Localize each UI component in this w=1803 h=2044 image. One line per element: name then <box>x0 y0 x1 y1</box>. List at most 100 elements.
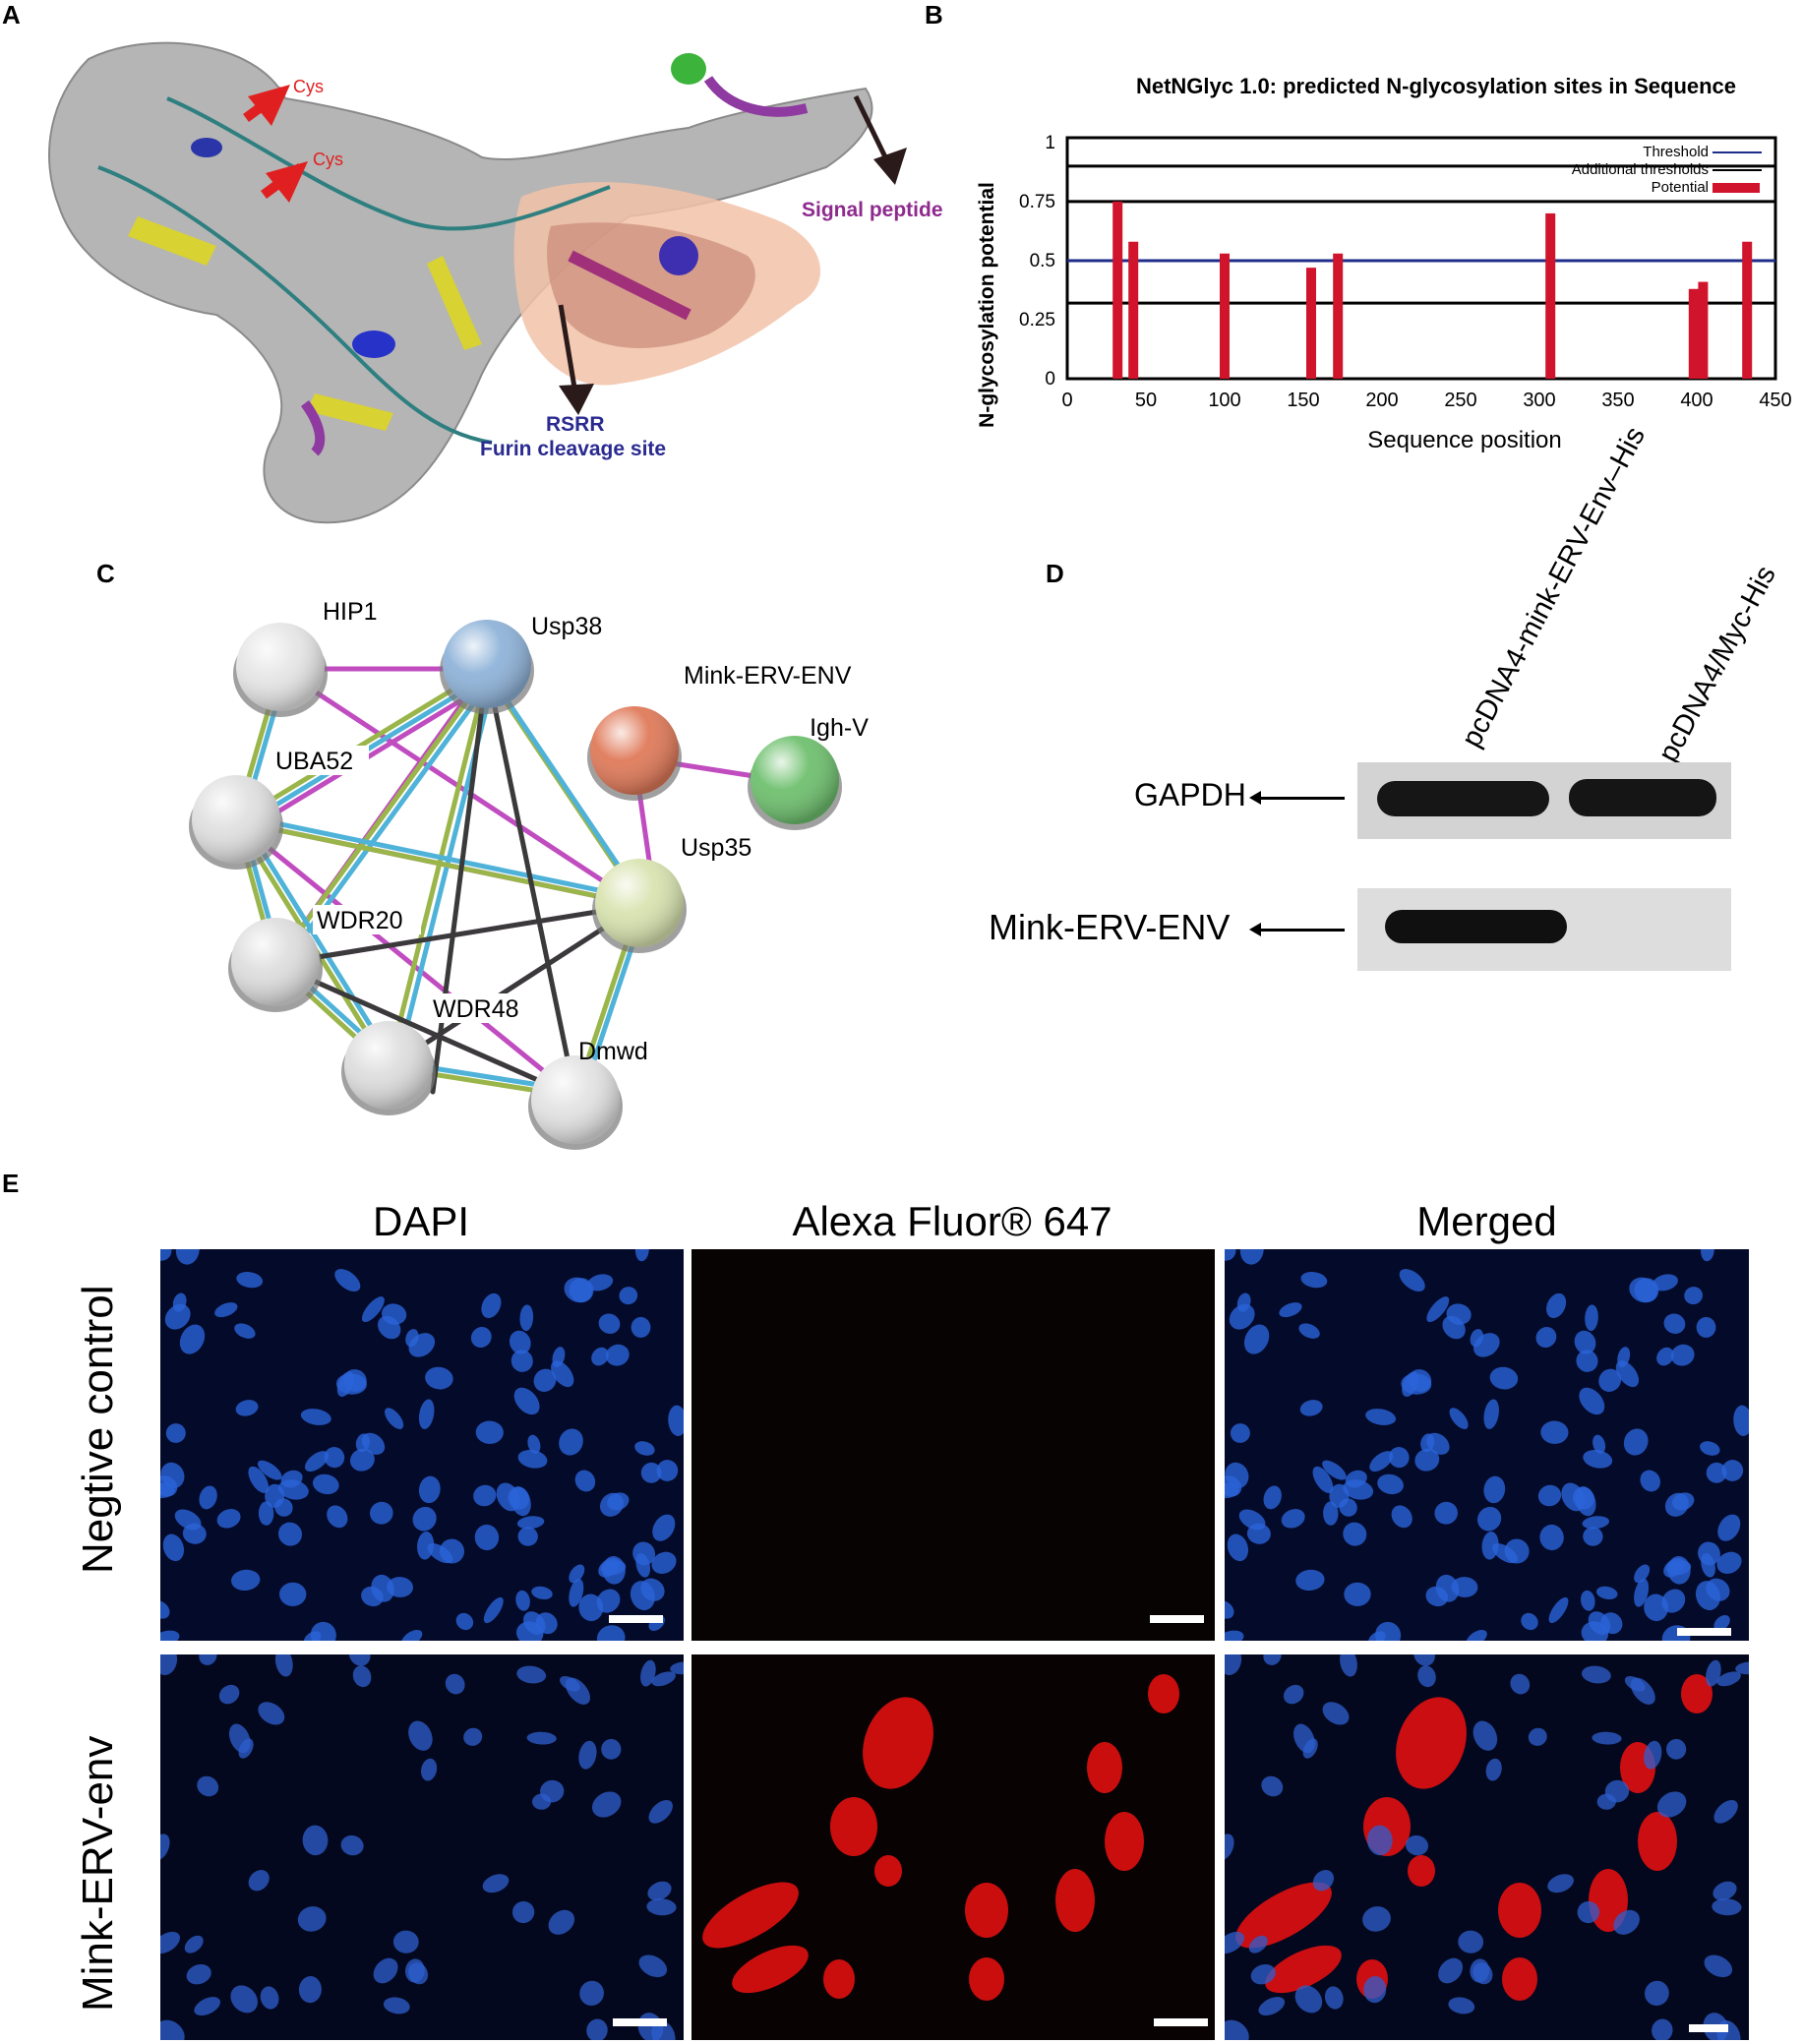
node-label-mink-erv-env: Mink-ERV-ENV <box>684 662 852 690</box>
nucleus <box>1225 1249 1236 1261</box>
potential-bar <box>1698 281 1709 379</box>
nucleus <box>236 1271 264 1289</box>
nucleus <box>1300 1271 1328 1289</box>
stained-cell <box>1087 1742 1122 1793</box>
nucleus <box>1225 1462 1249 1488</box>
nucleus <box>1458 1930 1484 1954</box>
nucleus <box>1700 1441 1720 1456</box>
nucleus <box>214 1302 238 1318</box>
nucleus <box>1414 1448 1440 1472</box>
stained-cell <box>1105 1812 1144 1871</box>
node-mink-erv-env[interactable]: Mink-ERV-ENV <box>587 662 852 801</box>
blot-arrow-env <box>1254 929 1345 932</box>
image-negative-alexa <box>691 1249 1215 1641</box>
potential-bar <box>1128 241 1139 379</box>
nucleus <box>513 1387 540 1415</box>
nucleus <box>1263 1485 1282 1510</box>
nucleus <box>474 1524 500 1551</box>
nucleus <box>160 1600 170 1619</box>
nucleus <box>1225 1654 1242 1676</box>
nucleus <box>182 1523 207 1544</box>
node-wdr20[interactable]: WDR20 <box>228 905 421 1012</box>
nucleus <box>1417 1665 1436 1688</box>
nucleus <box>605 1344 630 1366</box>
nucleus <box>378 1315 401 1340</box>
protein-structure-image: Cys Cys Signal peptide RSRR Furin cleava… <box>48 41 943 524</box>
node-hip1[interactable]: HIP1 <box>233 598 378 717</box>
stained-cell <box>830 1797 877 1856</box>
nucleus <box>1230 1423 1250 1443</box>
x-tick-label: 350 <box>1601 390 1634 411</box>
nucleus <box>1391 1505 1412 1529</box>
blot-row-label-env: Mink-ERV-ENV <box>989 907 1231 947</box>
nucleus <box>370 1501 393 1525</box>
nucleus <box>640 1462 662 1483</box>
nucleus <box>1225 1600 1234 1619</box>
node-label-usp38: Usp38 <box>531 613 602 640</box>
nucleus <box>1713 1615 1730 1631</box>
node-wdr48[interactable]: WDR48 <box>341 993 533 1115</box>
nucleus <box>548 1909 575 1935</box>
nucleus <box>517 1449 548 1469</box>
nucleus <box>1472 1720 1498 1751</box>
nucleus <box>1426 1296 1450 1323</box>
nucleus <box>1343 1479 1374 1500</box>
scale-bar <box>1150 1615 1204 1623</box>
nucleus <box>300 1409 331 1425</box>
nucleus <box>258 1501 274 1526</box>
nucleus <box>1281 1509 1305 1529</box>
nucleus <box>1656 1791 1687 1818</box>
nucleus <box>596 1625 626 1641</box>
nucleus <box>1652 1274 1678 1292</box>
nucleus <box>473 1484 497 1507</box>
y-tick-label: 0 <box>1045 369 1055 390</box>
panel-b-letter: B <box>925 0 943 30</box>
x-tick-label: 150 <box>1287 390 1319 411</box>
rsrr-label: RSRR <box>546 413 605 436</box>
nucleus <box>334 1269 361 1292</box>
nucleus <box>160 2019 185 2040</box>
node-igh-v[interactable]: Igh-V <box>748 714 869 830</box>
nucleus <box>1435 1574 1460 1602</box>
nucleus <box>1698 1541 1720 1566</box>
nucleus <box>1713 1881 1737 1901</box>
row-label-env: Mink-ERV-env <box>74 1735 122 2012</box>
nucleus <box>1466 1630 1487 1641</box>
image-env-dapi <box>160 1654 684 2040</box>
nucleus <box>1623 1428 1649 1456</box>
nucleus <box>463 1727 483 1746</box>
node-uba52[interactable]: UBA52 <box>189 746 369 870</box>
node-usp38[interactable]: Usp38 <box>440 613 602 714</box>
scale-bar <box>1689 2024 1728 2032</box>
nucleus <box>1664 1492 1689 1517</box>
x-tick-label: 50 <box>1135 390 1157 411</box>
node-label-wdr20: WDR20 <box>317 907 403 934</box>
scale-bar <box>1154 2018 1208 2026</box>
nucleus <box>511 1900 535 1924</box>
column-title-dapi: DAPI <box>372 1198 470 1244</box>
furin-site-label: Furin cleavage site <box>480 438 666 460</box>
nucleus <box>1665 1560 1692 1576</box>
potential-bar <box>1220 253 1230 379</box>
nucleus <box>230 1985 258 2014</box>
nucleus <box>348 1654 371 1666</box>
lane-label-2: pcDNA4/Myc-His <box>1653 561 1782 768</box>
stained-cell <box>1396 1697 1467 1789</box>
nucleus <box>1377 1473 1404 1495</box>
nucleus <box>511 1350 533 1372</box>
nucleus <box>303 1631 322 1641</box>
node-dmwd[interactable]: Dmwd <box>528 1038 648 1150</box>
nucleus <box>1645 1980 1669 2007</box>
blot-gapdh <box>1357 762 1731 839</box>
nucleus <box>670 1661 684 1675</box>
nucleus <box>1366 1825 1393 1856</box>
nucleus <box>248 1870 270 1892</box>
scale-bar <box>609 1615 663 1623</box>
nucleus <box>361 1296 385 1323</box>
blot-arrowhead-gapdh <box>1249 791 1261 805</box>
scale-bar <box>1677 1628 1731 1636</box>
node-usp35[interactable]: Usp35 <box>592 834 751 953</box>
nucleus <box>383 1997 410 2014</box>
nucleus <box>651 1551 677 1574</box>
nucleus <box>310 1621 336 1641</box>
